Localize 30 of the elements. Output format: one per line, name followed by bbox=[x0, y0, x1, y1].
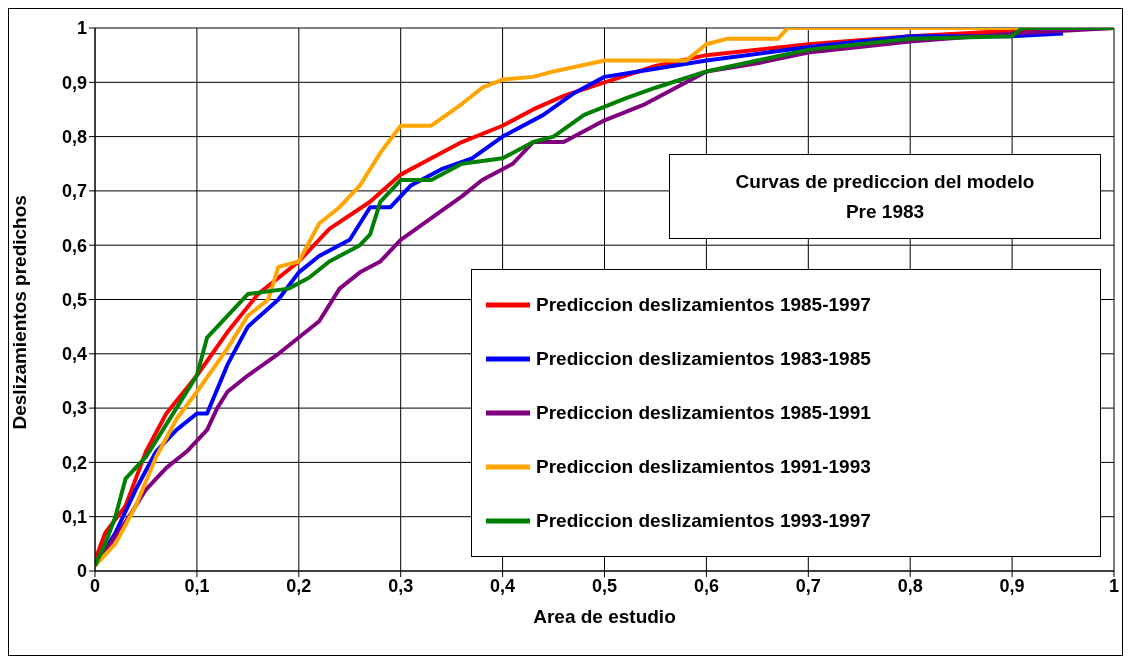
y-tick-label: 0,4 bbox=[61, 344, 87, 365]
x-tick-label: 0,9 bbox=[999, 575, 1025, 596]
legend-label: Prediccion deslizamientos 1985-1991 bbox=[536, 402, 871, 424]
y-tick-label: 0,9 bbox=[61, 72, 87, 93]
text-box: Curvas de prediccion del modelo Pre 1983 bbox=[669, 154, 1101, 239]
x-tick-label: 0,2 bbox=[286, 575, 312, 596]
legend-label: Prediccion deslizamientos 1985-1997 bbox=[536, 294, 871, 316]
x-tick-label: 0,7 bbox=[795, 575, 821, 596]
x-tick-label: 0,5 bbox=[591, 575, 618, 596]
x-tick-label: 0 bbox=[89, 575, 101, 596]
x-tick-label: 0,1 bbox=[184, 575, 210, 596]
x-tick-label: 0,4 bbox=[490, 575, 516, 596]
y-tick-label: 0,7 bbox=[61, 181, 87, 202]
y-tick-label: 0,2 bbox=[61, 452, 87, 473]
x-tick-label: 0,6 bbox=[693, 575, 719, 596]
y-axis-title: Deslizamientos predichos bbox=[8, 195, 30, 430]
y-tick-label: 0,3 bbox=[61, 398, 87, 419]
y-tick-label: 0,6 bbox=[61, 235, 87, 256]
y-tick-label: 0,1 bbox=[61, 507, 87, 528]
y-tick-label: 0,8 bbox=[61, 126, 87, 147]
x-axis-title: Area de estudio bbox=[533, 606, 676, 627]
legend-label: Prediccion deslizamientos 1993-1997 bbox=[536, 510, 871, 532]
y-tick-label: 0,5 bbox=[61, 289, 87, 310]
x-tick-label: 1 bbox=[1108, 575, 1120, 596]
legend-label: Prediccion deslizamientos 1991-1993 bbox=[536, 456, 871, 478]
y-tick-label: 1 bbox=[76, 18, 87, 39]
x-tick-label: 0,3 bbox=[388, 575, 414, 596]
x-tick-label: 0,8 bbox=[897, 575, 923, 596]
y-tick-label: 0 bbox=[76, 561, 87, 582]
legend-label: Prediccion deslizamientos 1983-1985 bbox=[536, 348, 871, 370]
